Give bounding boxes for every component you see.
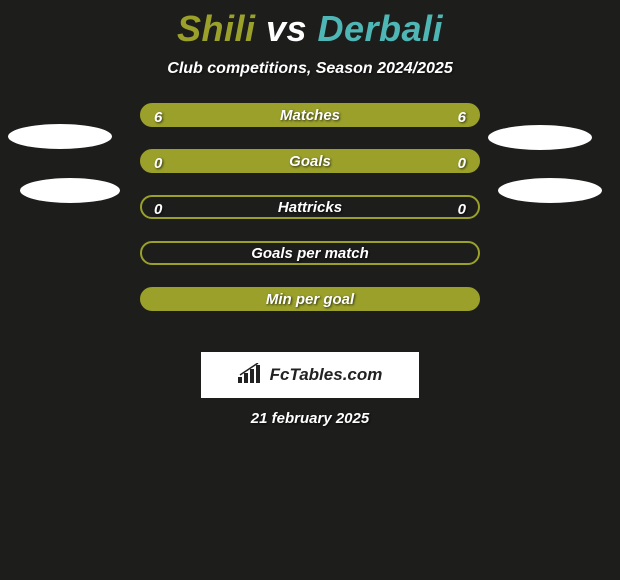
stat-row: Hattricks 0 0 <box>0 195 620 241</box>
player2-name: Derbali <box>318 8 444 49</box>
stat-pill: Hattricks 0 0 <box>140 195 480 219</box>
stat-row: Goals per match <box>0 241 620 287</box>
stat-value-right: 6 <box>458 105 466 129</box>
stat-pill: Min per goal <box>140 287 480 311</box>
stat-label: Min per goal <box>266 291 354 308</box>
page-title: Shili vs Derbali <box>0 0 620 50</box>
stat-label: Goals <box>289 153 331 170</box>
stat-pill: Matches 6 6 <box>140 103 480 127</box>
overlay-ellipse <box>498 178 602 203</box>
stat-label: Hattricks <box>278 199 342 216</box>
brand-badge: FcTables.com <box>201 352 419 398</box>
stat-label: Matches <box>280 107 340 124</box>
overlay-ellipse <box>488 125 592 150</box>
chart-icon <box>238 363 266 388</box>
stat-pill: Goals per match <box>140 241 480 265</box>
stat-label: Goals per match <box>251 245 369 262</box>
brand-text: FcTables.com <box>270 365 383 385</box>
stat-value-left: 6 <box>154 105 162 129</box>
stat-pill: Goals 0 0 <box>140 149 480 173</box>
stat-value-right: 0 <box>458 197 466 221</box>
stat-value-right: 0 <box>458 151 466 175</box>
stat-row: Min per goal <box>0 287 620 333</box>
overlay-ellipse <box>8 124 112 149</box>
overlay-ellipse <box>20 178 120 203</box>
date-text: 21 february 2025 <box>0 410 620 427</box>
stat-value-left: 0 <box>154 197 162 221</box>
vs-text: vs <box>255 8 317 49</box>
subtitle: Club competitions, Season 2024/2025 <box>0 60 620 78</box>
stat-value-left: 0 <box>154 151 162 175</box>
player1-name: Shili <box>177 8 256 49</box>
